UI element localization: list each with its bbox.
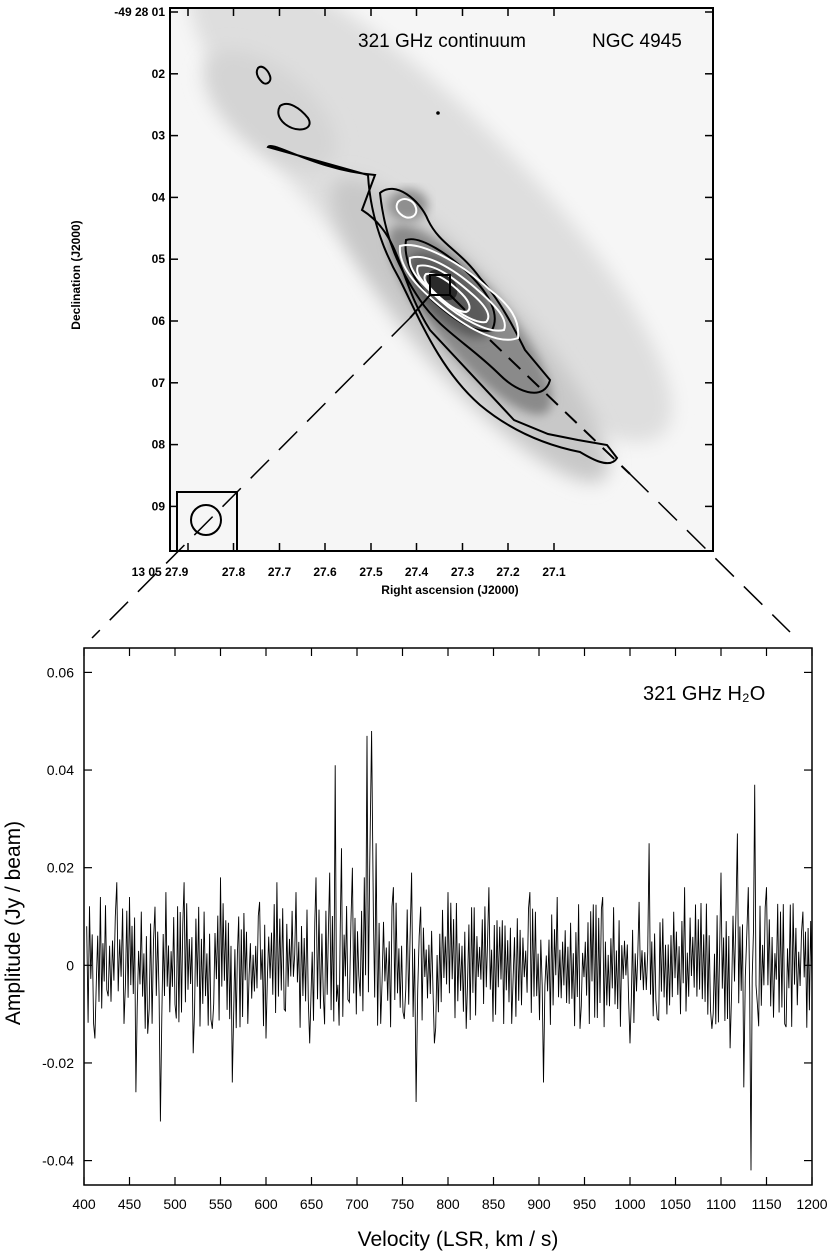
map-xtick-label: 27.1 — [542, 565, 566, 579]
zoom-line-b — [449, 294, 466, 311]
panel-connectors — [91, 317, 791, 639]
map-ytick-label: 07 — [152, 376, 166, 390]
map-ytick-label: 08 — [152, 438, 166, 452]
map-xtick-label: 13 05 27.9 — [132, 565, 189, 579]
spectrum-xtick-label: 900 — [527, 1196, 551, 1212]
map-object-name: NGC 4945 — [592, 31, 682, 52]
spectrum-ticks: 400 450 500 550 600 650 700 750 800 850 900 950 1000… — [42, 648, 828, 1212]
spectrum-xtick-label: 500 — [163, 1196, 187, 1212]
spectrum-xtick-label: 950 — [573, 1196, 597, 1212]
spectrum-line — [86, 730, 813, 1171]
continuum-map-panel: 13 05 27.9 27.8 27.7 27.6 27.5 27.4 27.3 27.2 27… — [69, 5, 714, 597]
spectrum-series — [86, 730, 813, 1171]
map-xtick-label: 27.3 — [451, 565, 475, 579]
spectrum-xtick-label: 650 — [300, 1196, 324, 1212]
map-ytick-label: -49 28 01 — [114, 5, 165, 19]
spectrum-xtick-label: 750 — [391, 1196, 415, 1212]
map-frame — [169, 7, 714, 552]
spectrum-ytick-label: -0.04 — [42, 1153, 74, 1169]
map-ytick-label: 04 — [152, 190, 166, 204]
contour-mid — [378, 187, 552, 394]
spectrum-ytick-label: -0.02 — [42, 1055, 74, 1071]
map-xtick-label: 27.7 — [268, 565, 292, 579]
spectrum-xtick-label: 1000 — [614, 1196, 645, 1212]
contour-white-1 — [398, 244, 520, 341]
spectrum-label: 321 GHz H₂O — [643, 683, 765, 705]
spectrum-xtick-label: 1150 — [751, 1196, 781, 1212]
spectrum-ytick-label: 0.04 — [47, 762, 74, 778]
point-source — [436, 111, 440, 115]
spectrum-xtick-label: 450 — [118, 1196, 142, 1212]
spectrum-xtick-label: 600 — [254, 1196, 278, 1212]
zoom-box — [429, 274, 451, 296]
major-axis-line — [489, 339, 631, 475]
spectrum-ytick-label: 0.06 — [47, 664, 74, 680]
contour-white-4 — [423, 272, 471, 314]
map-xlabel: Right ascension (J2000) — [381, 583, 518, 597]
spectrum-xtick-label: 400 — [72, 1196, 96, 1212]
contour-knot-b — [277, 102, 311, 131]
map-ytick-label: 05 — [152, 252, 166, 266]
spectrum-xtick-label: 1050 — [660, 1196, 691, 1212]
contour-knot-a — [255, 65, 272, 85]
map-xtick-label: 27.6 — [313, 565, 337, 579]
spectrum-ytick-label: 0.02 — [47, 860, 74, 876]
spectrum-ytick-label: 0 — [66, 957, 74, 973]
map-ytick-label: 09 — [152, 499, 166, 513]
map-ytick-label: 03 — [152, 129, 166, 143]
spectrum-xtick-label: 1100 — [706, 1196, 736, 1212]
contour-outer — [266, 144, 619, 464]
spectrum-xtick-label: 550 — [209, 1196, 233, 1212]
spectrum-xtick-label: 1200 — [796, 1196, 827, 1212]
spectrum-xlabel: Velocity (LSR, km / s) — [358, 1228, 559, 1251]
map-contours — [255, 65, 631, 475]
spectrum-xtick-label: 850 — [482, 1196, 506, 1212]
map-xtick-label: 27.4 — [405, 565, 429, 579]
map-ylabel: Declination (J2000) — [69, 220, 83, 329]
spectrum-xtick-label: 800 — [436, 1196, 460, 1212]
map-ticks: 13 05 27.9 27.8 27.7 27.6 27.5 27.4 27.3 27.2 27… — [114, 5, 713, 579]
spectrum-panel: 400 450 500 550 600 650 700 750 800 850 900 950 1000… — [2, 647, 828, 1251]
map-ytick-label: 02 — [152, 67, 166, 81]
spectrum-ylabel: Amplitude (Jy / beam) — [2, 821, 25, 1025]
spectrum-frame — [83, 647, 813, 1186]
spectrum-xtick-label: 700 — [345, 1196, 369, 1212]
contour-white-2 — [408, 255, 506, 332]
map-xtick-label: 27.8 — [222, 565, 246, 579]
map-title: 321 GHz continuum — [358, 31, 526, 52]
contour-white-3 — [416, 264, 490, 324]
map-xtick-label: 27.5 — [359, 565, 383, 579]
zoom-line-a — [409, 294, 431, 319]
contour-white-north — [395, 198, 418, 219]
map-ytick-label: 06 — [152, 314, 166, 328]
map-xtick-label: 27.2 — [496, 565, 520, 579]
